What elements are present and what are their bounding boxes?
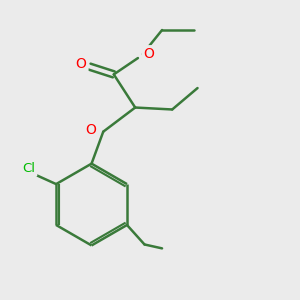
Text: O: O — [85, 123, 96, 137]
Text: Cl: Cl — [22, 162, 35, 175]
Text: O: O — [76, 56, 86, 70]
Text: O: O — [143, 47, 154, 61]
